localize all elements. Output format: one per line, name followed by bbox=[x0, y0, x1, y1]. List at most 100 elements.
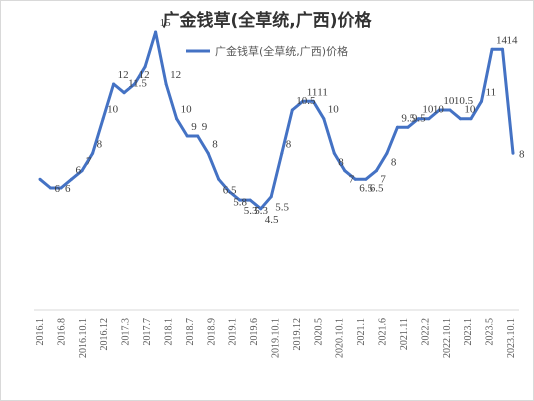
data-point bbox=[458, 117, 462, 121]
x-tick-label: 2018.7 bbox=[185, 318, 196, 346]
data-label: 11 bbox=[486, 86, 497, 98]
data-point bbox=[469, 117, 473, 121]
data-label: 6.5 bbox=[359, 182, 373, 194]
data-point bbox=[112, 82, 116, 86]
data-point bbox=[133, 82, 137, 86]
data-point bbox=[259, 207, 263, 211]
data-label: 9.5 bbox=[412, 112, 426, 124]
data-point bbox=[480, 99, 483, 103]
data-point bbox=[80, 169, 84, 173]
data-label: 8 bbox=[97, 138, 103, 150]
data-label: 5.8 bbox=[233, 197, 247, 209]
data-label: 10.5 bbox=[454, 95, 474, 107]
x-tick-label: 2022.10.1 bbox=[442, 318, 453, 358]
x-tick-label: 2018.1 bbox=[164, 318, 175, 346]
data-label: 5.5 bbox=[275, 202, 289, 214]
data-label: 10 bbox=[464, 104, 476, 116]
data-point bbox=[175, 117, 179, 121]
x-tick-label: 2021.6 bbox=[378, 318, 389, 346]
series-line bbox=[39, 30, 515, 211]
data-point bbox=[290, 108, 294, 112]
data-label: 10 bbox=[422, 104, 434, 116]
data-point bbox=[406, 125, 410, 129]
data-label: 4.5 bbox=[265, 214, 279, 226]
x-tick-label: 2023.1 bbox=[463, 318, 474, 346]
data-label: 14 bbox=[496, 34, 508, 46]
data-label: 10 bbox=[328, 104, 340, 116]
data-label: 15 bbox=[160, 17, 172, 29]
data-label: 10 bbox=[107, 104, 119, 116]
chart-title: 广金钱草(全草统,广西)价格 bbox=[162, 11, 372, 31]
x-tick-label: 2019.10.1 bbox=[271, 318, 282, 358]
legend: 广金钱草(全草统,广西)价格 bbox=[186, 44, 348, 58]
data-point bbox=[427, 117, 431, 121]
data-label: 6 bbox=[76, 164, 82, 176]
data-label: 7 bbox=[349, 174, 355, 186]
data-point bbox=[70, 177, 73, 181]
data-point bbox=[217, 177, 221, 181]
data-label: 6 bbox=[65, 183, 71, 195]
data-label: 10.5 bbox=[296, 95, 316, 107]
data-label: 12 bbox=[170, 69, 181, 81]
data-label: 8 bbox=[391, 156, 397, 168]
data-point bbox=[374, 169, 378, 173]
data-label: 10 bbox=[443, 95, 455, 107]
data-label: 8 bbox=[212, 138, 218, 150]
x-tick-label: 2019.6 bbox=[249, 318, 260, 346]
data-label: 11 bbox=[307, 86, 318, 98]
data-label: 5.3 bbox=[254, 205, 268, 217]
data-point bbox=[248, 198, 252, 202]
x-tick-label: 2021.11 bbox=[399, 318, 410, 350]
data-label: 12 bbox=[118, 69, 129, 81]
data-point bbox=[38, 177, 42, 181]
data-point bbox=[206, 151, 210, 155]
data-point bbox=[122, 91, 126, 95]
data-point bbox=[437, 108, 441, 112]
data-label: 11 bbox=[317, 86, 328, 98]
data-point bbox=[343, 169, 347, 173]
data-label: 9 bbox=[202, 121, 208, 133]
data-label: 12 bbox=[139, 69, 150, 81]
x-tick-label: 2017.3 bbox=[121, 318, 132, 346]
data-point bbox=[91, 151, 95, 155]
data-point bbox=[185, 134, 189, 138]
data-point bbox=[353, 177, 357, 181]
x-tick-label: 2019.1 bbox=[228, 318, 239, 346]
data-point bbox=[332, 151, 336, 155]
data-point bbox=[269, 195, 273, 199]
data-point bbox=[322, 117, 326, 121]
data-label: 10 bbox=[181, 104, 193, 116]
data-label: 6.5 bbox=[370, 182, 384, 194]
data-label: 8 bbox=[338, 156, 344, 168]
x-tick-label: 2016.12 bbox=[99, 318, 110, 351]
data-point bbox=[196, 134, 200, 138]
x-tick-label: 2020.5 bbox=[313, 318, 324, 346]
x-tick-label: 2016.1 bbox=[35, 318, 46, 346]
data-point bbox=[364, 177, 368, 181]
x-tick-label: 2023.10.1 bbox=[506, 318, 517, 358]
data-point bbox=[280, 151, 284, 155]
x-tick-label: 2021.1 bbox=[356, 318, 367, 346]
data-point bbox=[101, 117, 105, 121]
data-point bbox=[59, 186, 63, 190]
data-point bbox=[227, 190, 231, 193]
data-label: 9 bbox=[191, 121, 197, 133]
data-point bbox=[490, 47, 494, 51]
legend-label: 广金钱草(全草统,广西)价格 bbox=[215, 44, 348, 58]
x-tick-label: 2022.2 bbox=[420, 318, 431, 346]
data-point bbox=[416, 117, 420, 121]
data-label: 9.5 bbox=[401, 112, 415, 124]
data-point bbox=[511, 151, 515, 155]
data-point bbox=[164, 82, 168, 86]
data-label: 10 bbox=[433, 104, 445, 116]
data-label: 5.3 bbox=[244, 205, 258, 217]
data-point bbox=[501, 47, 504, 51]
data-label: 6 bbox=[55, 183, 61, 195]
x-tick-label: 2019.12 bbox=[292, 318, 303, 351]
data-label: 7 bbox=[86, 156, 92, 168]
data-label: 8 bbox=[286, 138, 292, 150]
data-point bbox=[154, 30, 158, 34]
data-point bbox=[301, 99, 305, 103]
data-label: 6.5 bbox=[223, 184, 237, 196]
